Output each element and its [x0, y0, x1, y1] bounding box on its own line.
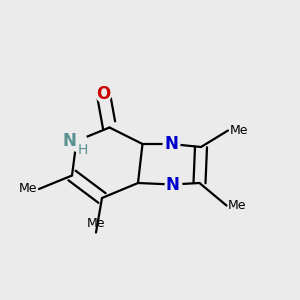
Text: N: N [63, 132, 76, 150]
Text: Me: Me [228, 199, 247, 212]
Text: Me: Me [87, 217, 105, 230]
Text: H: H [78, 142, 88, 157]
Text: Me: Me [230, 124, 248, 137]
Text: N: N [166, 176, 179, 194]
Text: N: N [164, 135, 178, 153]
Text: O: O [96, 85, 111, 103]
Text: Me: Me [19, 182, 38, 196]
